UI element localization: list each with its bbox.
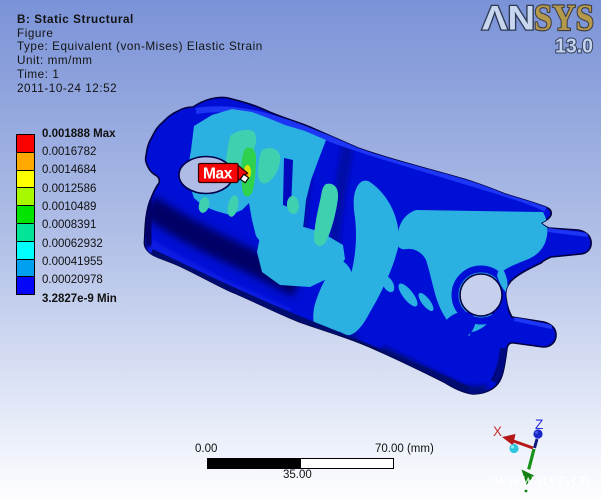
- svg-text:SYS: SYS: [534, 0, 594, 39]
- svg-text:X: X: [493, 424, 502, 439]
- svg-text:Max: Max: [203, 166, 233, 183]
- svg-text:ΛN: ΛN: [482, 0, 535, 38]
- svg-text:13.0: 13.0: [555, 36, 593, 58]
- svg-text:Z: Z: [535, 417, 543, 432]
